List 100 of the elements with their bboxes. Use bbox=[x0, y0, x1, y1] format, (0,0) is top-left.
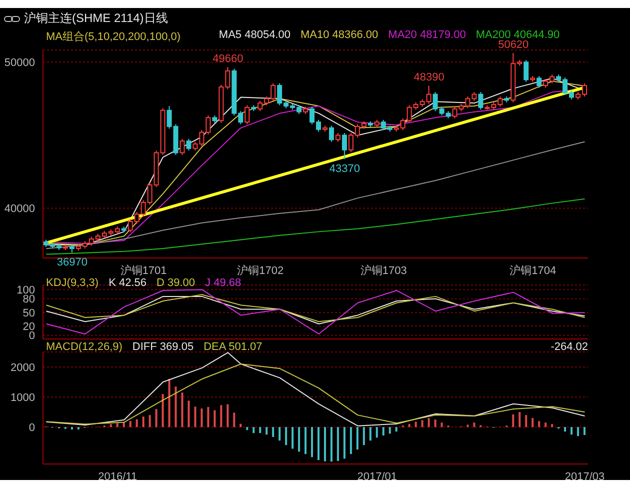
candlestick bbox=[244, 104, 250, 125]
annotation: 50620 bbox=[498, 39, 529, 52]
candlestick bbox=[328, 125, 334, 142]
bar bbox=[584, 427, 586, 435]
bar bbox=[369, 427, 372, 441]
bar bbox=[252, 427, 255, 434]
text: MA200 40644.90 bbox=[476, 29, 560, 41]
y-tick-label: 100 bbox=[16, 284, 35, 296]
text: MA10 48366.00 bbox=[300, 29, 378, 43]
candlestick bbox=[180, 138, 185, 156]
annotation: 43370 bbox=[329, 162, 360, 175]
legend-title: MA组合(5,10,20,200,100,0) bbox=[46, 30, 181, 44]
bar bbox=[440, 422, 443, 428]
series-label: K 42.56 bbox=[108, 277, 146, 289]
bar bbox=[220, 405, 222, 428]
annotation: 48390 bbox=[414, 72, 444, 84]
y-tick-label: 1000 bbox=[10, 392, 35, 404]
chart-title: 沪铜主连(SHME 2114)日线 bbox=[24, 10, 168, 27]
bar bbox=[343, 427, 346, 459]
x-tick-label: 2017/01 bbox=[357, 470, 398, 483]
bar bbox=[466, 424, 469, 428]
bar bbox=[376, 427, 378, 438]
y-tick-label: 0 bbox=[28, 330, 35, 342]
bar bbox=[292, 427, 294, 449]
bar bbox=[214, 410, 216, 428]
y-tick-label: 80 bbox=[22, 294, 35, 306]
bar bbox=[356, 427, 358, 450]
legend-title: MACD(12,26,9) bbox=[46, 341, 122, 353]
bar bbox=[298, 427, 300, 452]
annotation: -264.02 bbox=[550, 341, 588, 353]
bar bbox=[181, 392, 184, 428]
bar bbox=[122, 422, 125, 428]
x-tick-label: 沪铜1703 bbox=[360, 264, 407, 277]
y-tick-label: 40000 bbox=[4, 203, 35, 216]
bar bbox=[246, 427, 248, 430]
text: MA5 48054.00 bbox=[218, 29, 290, 43]
x-tick-label: 沪铜1704 bbox=[510, 264, 556, 277]
bar bbox=[532, 418, 534, 428]
bar bbox=[318, 427, 320, 460]
x-tick-label: 2017/03 bbox=[564, 470, 605, 483]
series-label: DEA 501.07 bbox=[204, 341, 262, 353]
bar bbox=[266, 427, 268, 435]
bar bbox=[408, 424, 410, 428]
bar bbox=[525, 415, 528, 428]
bar bbox=[538, 421, 540, 428]
bar bbox=[168, 379, 170, 428]
line-series bbox=[46, 364, 586, 425]
y-tick-label: 50 bbox=[22, 307, 35, 320]
bar bbox=[473, 422, 476, 428]
text: MA20 48179.00 bbox=[388, 29, 466, 43]
bar bbox=[564, 427, 566, 432]
bar bbox=[116, 423, 118, 428]
bar bbox=[577, 427, 580, 436]
bar bbox=[434, 420, 436, 428]
annotation: 36970 bbox=[56, 256, 88, 268]
bar bbox=[330, 427, 332, 462]
bar bbox=[324, 427, 326, 462]
bar bbox=[278, 427, 281, 441]
line-series bbox=[46, 352, 586, 426]
bar bbox=[551, 424, 554, 428]
bar bbox=[155, 409, 158, 428]
bar bbox=[421, 420, 424, 428]
bar bbox=[207, 406, 210, 428]
bar bbox=[570, 427, 573, 435]
y-tick-label: 0 bbox=[28, 422, 35, 434]
line-series bbox=[46, 289, 586, 334]
x-tick-label: 沪铜1701 bbox=[120, 264, 167, 277]
bar bbox=[388, 427, 391, 434]
x-tick-label: 沪铜1702 bbox=[237, 264, 284, 277]
bar bbox=[226, 404, 229, 428]
bar bbox=[512, 414, 514, 428]
bar bbox=[162, 394, 164, 428]
bar bbox=[350, 427, 352, 454]
bar bbox=[194, 406, 196, 428]
bar bbox=[414, 422, 417, 428]
bar bbox=[285, 427, 288, 446]
y-tick-label: 50000 bbox=[4, 57, 35, 70]
bar bbox=[304, 427, 307, 454]
line-series bbox=[46, 141, 586, 250]
bar bbox=[129, 421, 132, 428]
bar bbox=[240, 424, 242, 428]
bar bbox=[395, 427, 398, 432]
series-label: J 49.68 bbox=[205, 277, 242, 289]
bar bbox=[518, 412, 521, 428]
bar bbox=[311, 427, 314, 458]
bar bbox=[174, 386, 177, 428]
bar bbox=[336, 427, 339, 461]
series-label: D 39.00 bbox=[156, 277, 196, 289]
bar bbox=[382, 427, 384, 436]
bar bbox=[233, 412, 236, 428]
bar bbox=[428, 418, 430, 428]
bar bbox=[544, 422, 547, 428]
bar bbox=[110, 424, 112, 428]
bar bbox=[362, 427, 365, 446]
legend-title: KDJ(9,3,3) bbox=[46, 277, 99, 289]
bar bbox=[188, 400, 190, 428]
annotation: 49660 bbox=[212, 53, 244, 66]
candlestick bbox=[524, 59, 529, 82]
bar bbox=[136, 419, 138, 428]
line-series bbox=[46, 198, 586, 255]
